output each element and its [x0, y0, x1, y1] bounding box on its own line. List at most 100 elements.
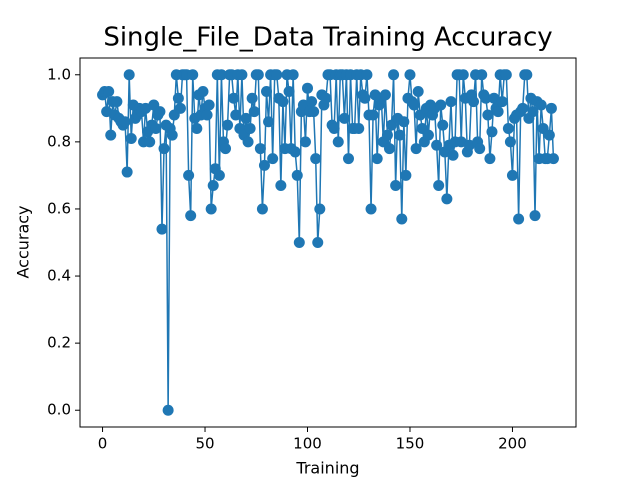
- marker: [220, 143, 232, 155]
- marker: [359, 92, 371, 104]
- marker: [527, 106, 539, 118]
- marker: [203, 99, 215, 111]
- marker: [119, 116, 131, 128]
- marker: [410, 143, 422, 155]
- marker: [396, 213, 408, 225]
- marker: [482, 109, 494, 121]
- marker: [289, 146, 301, 158]
- marker: [150, 122, 162, 134]
- marker: [287, 69, 299, 81]
- marker: [166, 129, 178, 141]
- marker: [105, 129, 117, 141]
- marker: [312, 237, 324, 248]
- y-tick-label: 0.0: [47, 401, 71, 419]
- x-tick-label: 150: [396, 435, 425, 453]
- marker: [261, 86, 273, 98]
- marker: [244, 122, 256, 134]
- x-axis-label: Training: [295, 459, 359, 478]
- marker: [504, 136, 516, 148]
- marker: [400, 169, 412, 181]
- marker: [246, 92, 258, 104]
- marker: [215, 69, 227, 81]
- x-tick-label: 200: [498, 435, 527, 453]
- y-tick-label: 0.4: [47, 267, 71, 285]
- y-tick-label: 0.8: [47, 132, 71, 150]
- marker: [476, 69, 488, 81]
- plot-frame: [79, 57, 577, 428]
- marker: [445, 96, 457, 108]
- marker: [500, 69, 512, 81]
- marker: [361, 69, 373, 81]
- marker: [371, 153, 383, 165]
- marker: [365, 203, 377, 215]
- marker: [383, 143, 395, 155]
- marker: [435, 99, 447, 111]
- marker: [404, 69, 416, 81]
- marker: [275, 179, 287, 191]
- marker: [254, 143, 266, 155]
- marker: [299, 136, 311, 148]
- marker: [338, 112, 350, 124]
- marker: [437, 119, 449, 131]
- marker: [474, 143, 486, 155]
- marker: [517, 102, 529, 114]
- marker: [277, 96, 289, 108]
- marker: [158, 143, 170, 155]
- x-tick-label: 50: [195, 435, 214, 453]
- marker: [496, 96, 508, 108]
- marker: [111, 96, 123, 108]
- marker: [457, 69, 469, 81]
- marker: [320, 92, 332, 104]
- marker: [191, 122, 203, 134]
- marker: [332, 136, 344, 148]
- marker: [394, 129, 406, 141]
- marker: [545, 102, 557, 114]
- marker: [310, 153, 322, 165]
- marker: [506, 169, 518, 181]
- marker: [535, 99, 547, 111]
- marker: [256, 203, 268, 215]
- marker: [174, 102, 186, 114]
- marker: [205, 203, 217, 215]
- x-tick-label: 0: [98, 435, 108, 453]
- marker: [228, 92, 240, 104]
- marker: [480, 92, 492, 104]
- marker: [328, 122, 340, 134]
- marker: [213, 169, 225, 181]
- marker: [267, 153, 279, 165]
- marker: [248, 106, 260, 118]
- y-tick-label: 1.0: [47, 65, 71, 83]
- marker: [521, 69, 533, 81]
- marker: [252, 69, 264, 81]
- marker: [547, 153, 559, 165]
- marker: [422, 129, 434, 141]
- marker: [185, 210, 197, 222]
- marker: [187, 69, 199, 81]
- marker: [433, 179, 445, 191]
- marker: [367, 109, 379, 121]
- marker: [302, 82, 314, 94]
- marker: [172, 92, 184, 104]
- y-tick-label: 0.2: [47, 334, 71, 352]
- marker: [156, 223, 168, 235]
- marker: [484, 153, 496, 165]
- marker: [207, 179, 219, 191]
- marker: [242, 136, 254, 148]
- marker: [271, 69, 283, 81]
- marker: [314, 203, 326, 215]
- marker: [306, 96, 318, 108]
- marker: [144, 136, 156, 148]
- marker: [201, 109, 213, 121]
- marker: [381, 129, 393, 141]
- marker: [103, 86, 115, 98]
- marker: [492, 106, 504, 118]
- marker: [447, 149, 459, 161]
- marker: [258, 159, 270, 171]
- marker: [468, 96, 480, 108]
- marker: [236, 69, 248, 81]
- marker: [543, 129, 555, 141]
- marker: [154, 106, 166, 118]
- x-tick-label: 100: [293, 435, 322, 453]
- marker: [162, 404, 174, 416]
